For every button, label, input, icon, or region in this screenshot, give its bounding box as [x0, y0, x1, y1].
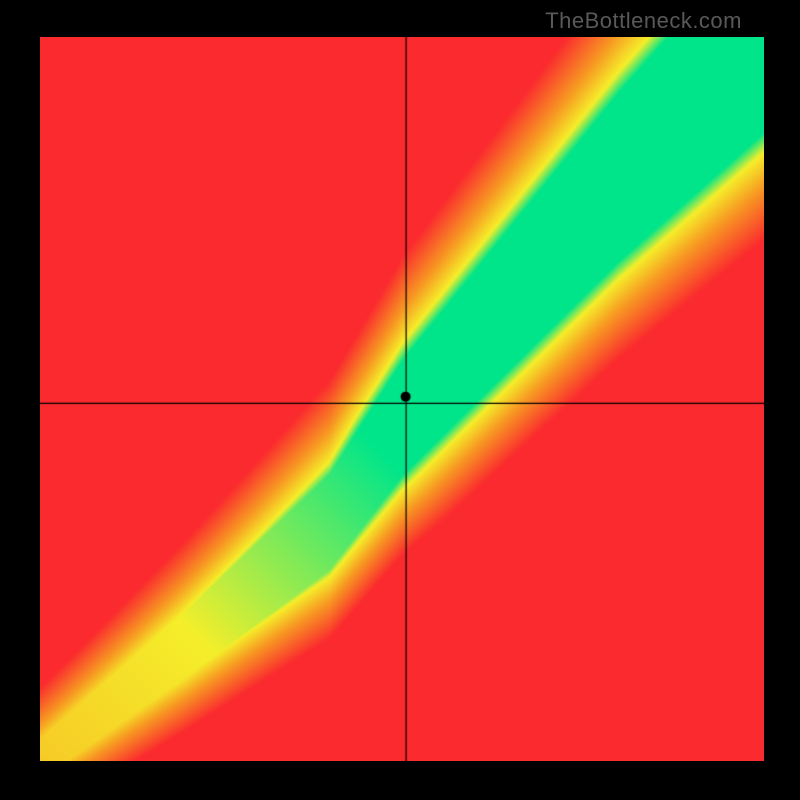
heatmap-chart	[40, 37, 764, 761]
heatmap-canvas	[40, 37, 764, 761]
watermark-text: TheBottleneck.com	[545, 8, 742, 34]
